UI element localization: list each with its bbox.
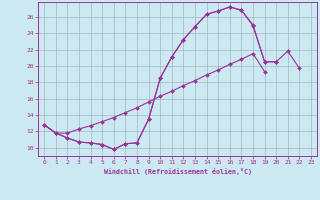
X-axis label: Windchill (Refroidissement éolien,°C): Windchill (Refroidissement éolien,°C) [104, 168, 252, 175]
